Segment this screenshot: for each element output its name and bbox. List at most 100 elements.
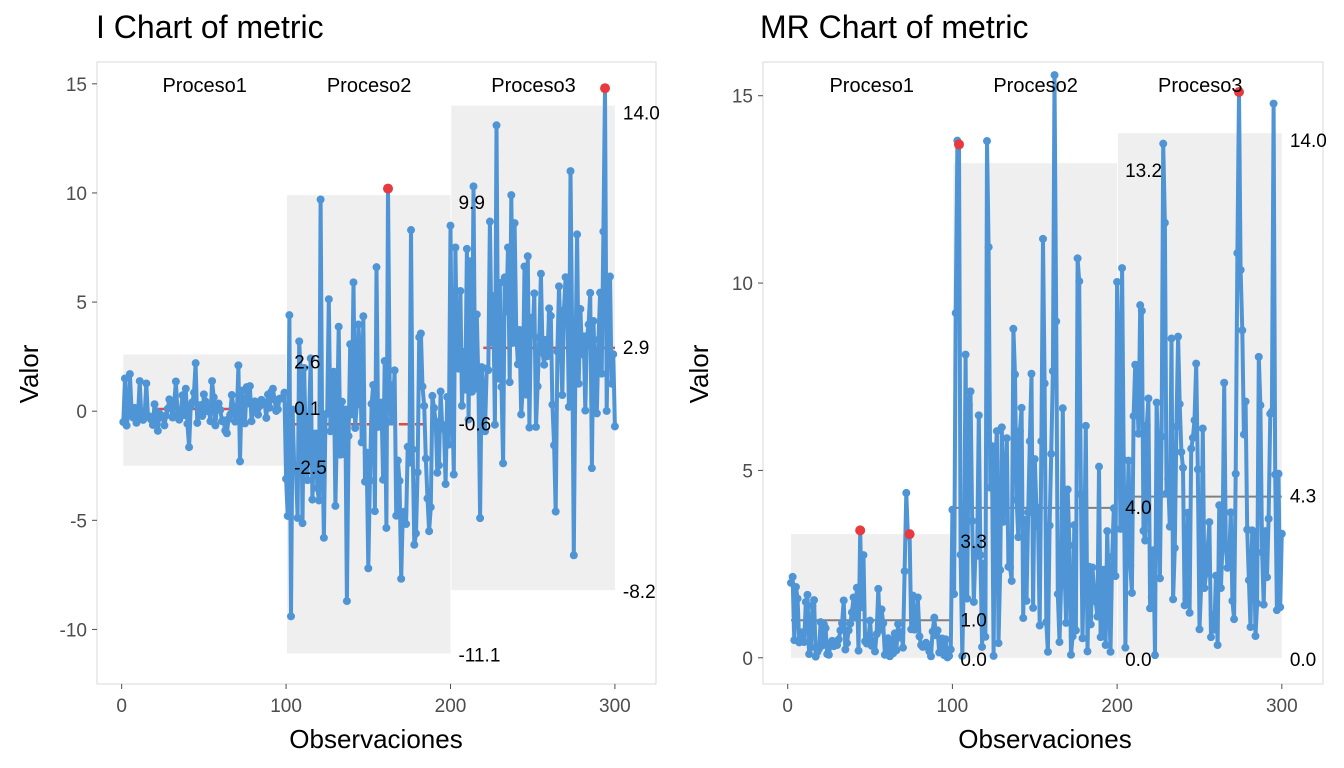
data-point	[610, 422, 619, 431]
data-point	[1034, 521, 1043, 530]
data-point	[508, 338, 517, 347]
data-point	[607, 379, 616, 388]
data-point	[1205, 518, 1214, 527]
data-point	[941, 635, 950, 644]
data-point	[296, 371, 305, 380]
data-point	[912, 623, 921, 632]
data-point	[1091, 597, 1100, 606]
data-point	[902, 488, 911, 497]
data-point	[303, 476, 312, 485]
data-point	[1221, 542, 1230, 551]
x-tick-label: 200	[1101, 696, 1133, 717]
data-point	[408, 445, 417, 454]
data-point	[352, 400, 361, 409]
data-point	[1164, 475, 1173, 484]
data-point	[568, 325, 577, 334]
data-point	[1180, 601, 1189, 610]
data-point	[553, 347, 562, 356]
data-point	[370, 507, 379, 516]
data-point	[1129, 412, 1138, 421]
data-point	[280, 388, 289, 397]
ucl-label-2: 13.2	[1125, 161, 1162, 182]
lcl-label-2: -11.1	[458, 645, 500, 666]
data-point	[875, 626, 884, 635]
data-point	[454, 364, 463, 373]
data-point	[569, 551, 578, 560]
data-point	[983, 137, 991, 146]
data-point	[1141, 536, 1150, 545]
data-point	[843, 639, 851, 648]
data-point	[894, 620, 903, 629]
mr-chart-panel: MR Chart of metric Proceso1 Proceso2 Proce…	[684, 9, 1327, 754]
data-point	[1019, 614, 1028, 623]
data-point	[191, 359, 200, 368]
data-point	[564, 402, 573, 411]
data-point	[1132, 382, 1141, 391]
data-point	[356, 353, 365, 362]
data-point	[291, 464, 300, 473]
data-point	[1022, 596, 1031, 605]
data-point	[201, 397, 210, 406]
data-point	[1014, 533, 1023, 542]
data-point	[1048, 367, 1057, 376]
data-point	[229, 402, 238, 411]
data-point	[222, 429, 231, 438]
data-point	[1177, 448, 1186, 457]
data-point	[170, 397, 179, 406]
data-point	[1070, 521, 1079, 530]
data-point	[379, 475, 388, 484]
data-point	[1099, 565, 1108, 574]
data-point	[313, 484, 322, 493]
data-point	[805, 650, 814, 659]
data-point	[836, 626, 845, 635]
data-point	[1203, 544, 1212, 553]
mr-chart-y-ticks: 15 10 5 0	[732, 87, 763, 670]
data-point	[1020, 515, 1029, 524]
mr-chart-limit-labels: 3.3 1.0 0.0 13.2 4.0 0.0 14.0 4.3 0.0	[960, 131, 1326, 671]
data-point	[1109, 504, 1118, 513]
data-point	[1042, 618, 1051, 627]
data-point	[1050, 71, 1059, 80]
data-point	[1101, 641, 1110, 650]
data-point	[1137, 306, 1146, 315]
data-point	[285, 311, 294, 320]
data-point	[839, 596, 848, 605]
out-of-control-point	[904, 529, 915, 540]
data-point	[298, 519, 307, 528]
data-point	[604, 300, 613, 309]
data-point	[550, 441, 559, 450]
data-point	[857, 603, 866, 612]
data-point	[1053, 590, 1062, 599]
data-point	[1249, 527, 1258, 536]
data-point	[520, 262, 529, 271]
y-tick-label: 5	[76, 293, 87, 314]
data-point	[609, 350, 618, 359]
data-point	[948, 505, 957, 514]
data-point	[1017, 403, 1026, 412]
data-point	[247, 417, 256, 426]
data-point	[1216, 584, 1225, 593]
data-point	[602, 406, 611, 415]
data-point	[1159, 139, 1168, 148]
data-point	[1269, 99, 1278, 108]
data-point	[984, 243, 993, 252]
data-point	[596, 288, 605, 297]
data-point	[1151, 651, 1159, 660]
phase-label-2: Proceso2	[327, 75, 412, 97]
data-point	[997, 423, 1006, 432]
data-point	[208, 377, 217, 386]
data-point	[1058, 404, 1067, 413]
data-point	[1253, 599, 1262, 608]
ucl-label-2: 9.9	[458, 193, 484, 214]
data-point	[915, 632, 924, 641]
data-point	[1057, 581, 1066, 590]
data-point	[459, 347, 468, 356]
y-tick-label: 10	[732, 274, 753, 295]
data-point	[497, 382, 506, 391]
data-point	[1246, 623, 1255, 632]
data-point	[976, 551, 985, 560]
data-point	[1078, 634, 1087, 643]
data-point	[507, 191, 516, 200]
data-point	[1183, 508, 1192, 517]
